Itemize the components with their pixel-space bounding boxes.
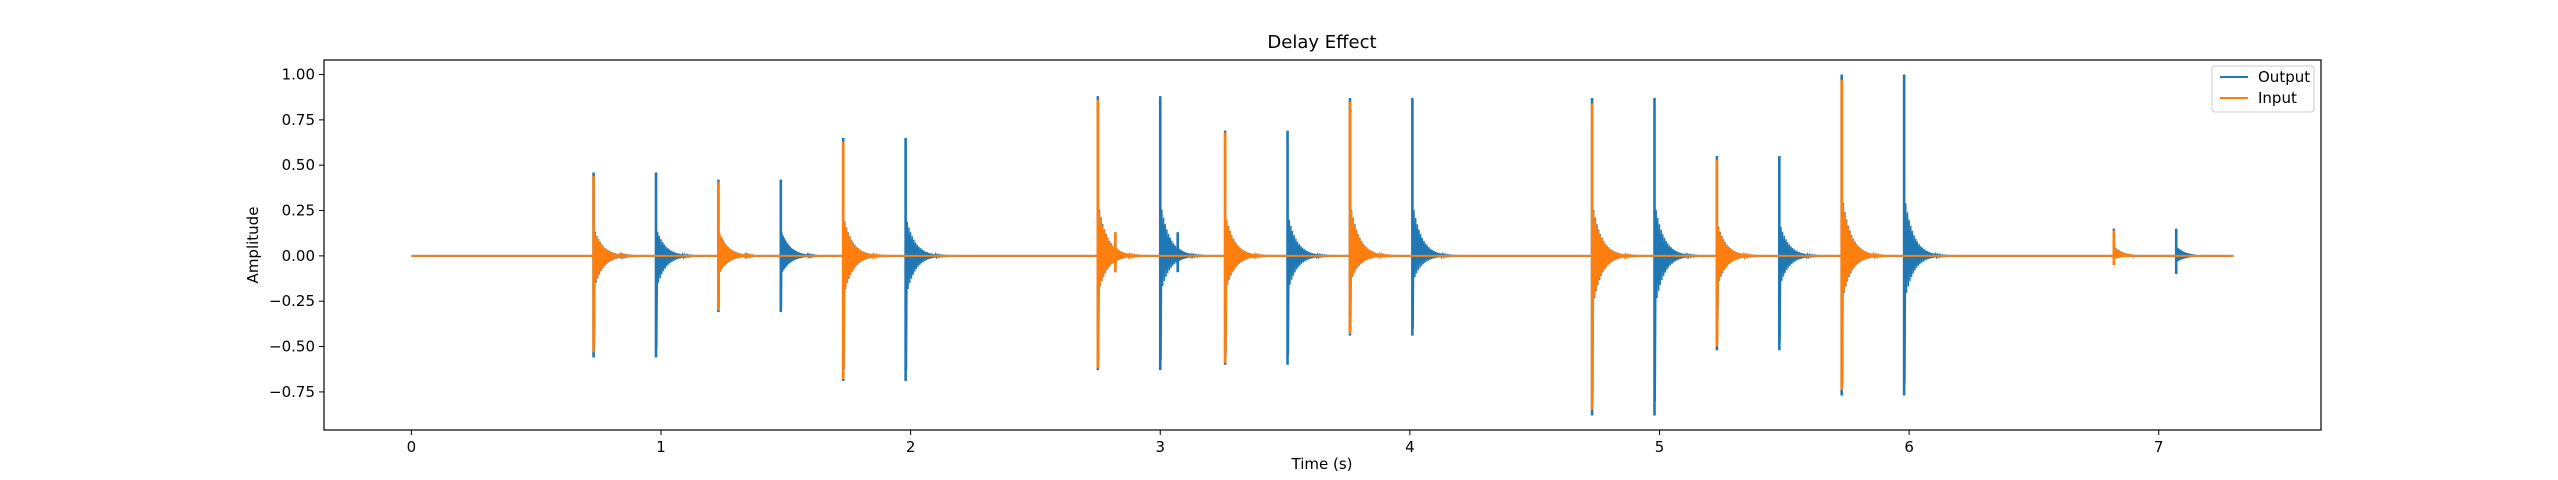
series-tail xyxy=(717,181,755,307)
series-layer xyxy=(411,74,2234,416)
x-tick-label: 4 xyxy=(1405,438,1415,456)
series-input xyxy=(411,79,2234,411)
series-tail xyxy=(592,176,643,344)
x-tick-label: 6 xyxy=(1904,438,1914,456)
series-tail xyxy=(1840,79,1892,379)
y-tick-label: 0.25 xyxy=(282,202,315,220)
x-tick-label: 5 xyxy=(1655,438,1665,456)
x-tick-label: 7 xyxy=(2154,438,2164,456)
y-tick-label: 0.50 xyxy=(282,156,315,174)
x-tick-label: 3 xyxy=(1155,438,1165,456)
y-tick-label: 0.00 xyxy=(282,247,315,265)
chart-title: Delay Effect xyxy=(1267,32,1376,53)
legend: Output Input xyxy=(2211,65,2315,113)
series-tail xyxy=(1114,232,1136,272)
x-tick-label: 0 xyxy=(407,438,417,456)
series-tail xyxy=(1716,159,1767,339)
y-axis-label: Amplitude xyxy=(244,207,262,284)
y-tick-label: −0.25 xyxy=(269,292,315,310)
y-axis-ticks: 1.00 0.75 0.50 0.25 0.00 −0.25 −0.50 −0.75 xyxy=(269,66,324,401)
x-tick-label: 2 xyxy=(906,438,916,456)
x-axis-ticks: 0 1 2 3 4 5 6 7 xyxy=(407,430,2164,456)
series-tail xyxy=(2113,230,2135,265)
plot-frame xyxy=(323,59,2322,431)
legend-input-label: Input xyxy=(2258,89,2297,107)
series-tail xyxy=(842,141,894,369)
x-axis-label: Time (s) xyxy=(1291,455,1353,473)
legend-output-label: Output xyxy=(2258,68,2310,86)
y-tick-label: 0.75 xyxy=(282,111,315,129)
series-tail xyxy=(2175,228,2197,274)
y-tick-label: 1.00 xyxy=(282,66,315,84)
series-tail xyxy=(1349,101,1401,327)
x-tick-label: 1 xyxy=(656,438,666,456)
series-tail xyxy=(1176,232,1199,272)
y-tick-label: −0.50 xyxy=(269,338,315,356)
series-tail xyxy=(1591,103,1643,397)
series-tail xyxy=(1224,132,1276,354)
y-tick-label: −0.75 xyxy=(269,383,315,401)
